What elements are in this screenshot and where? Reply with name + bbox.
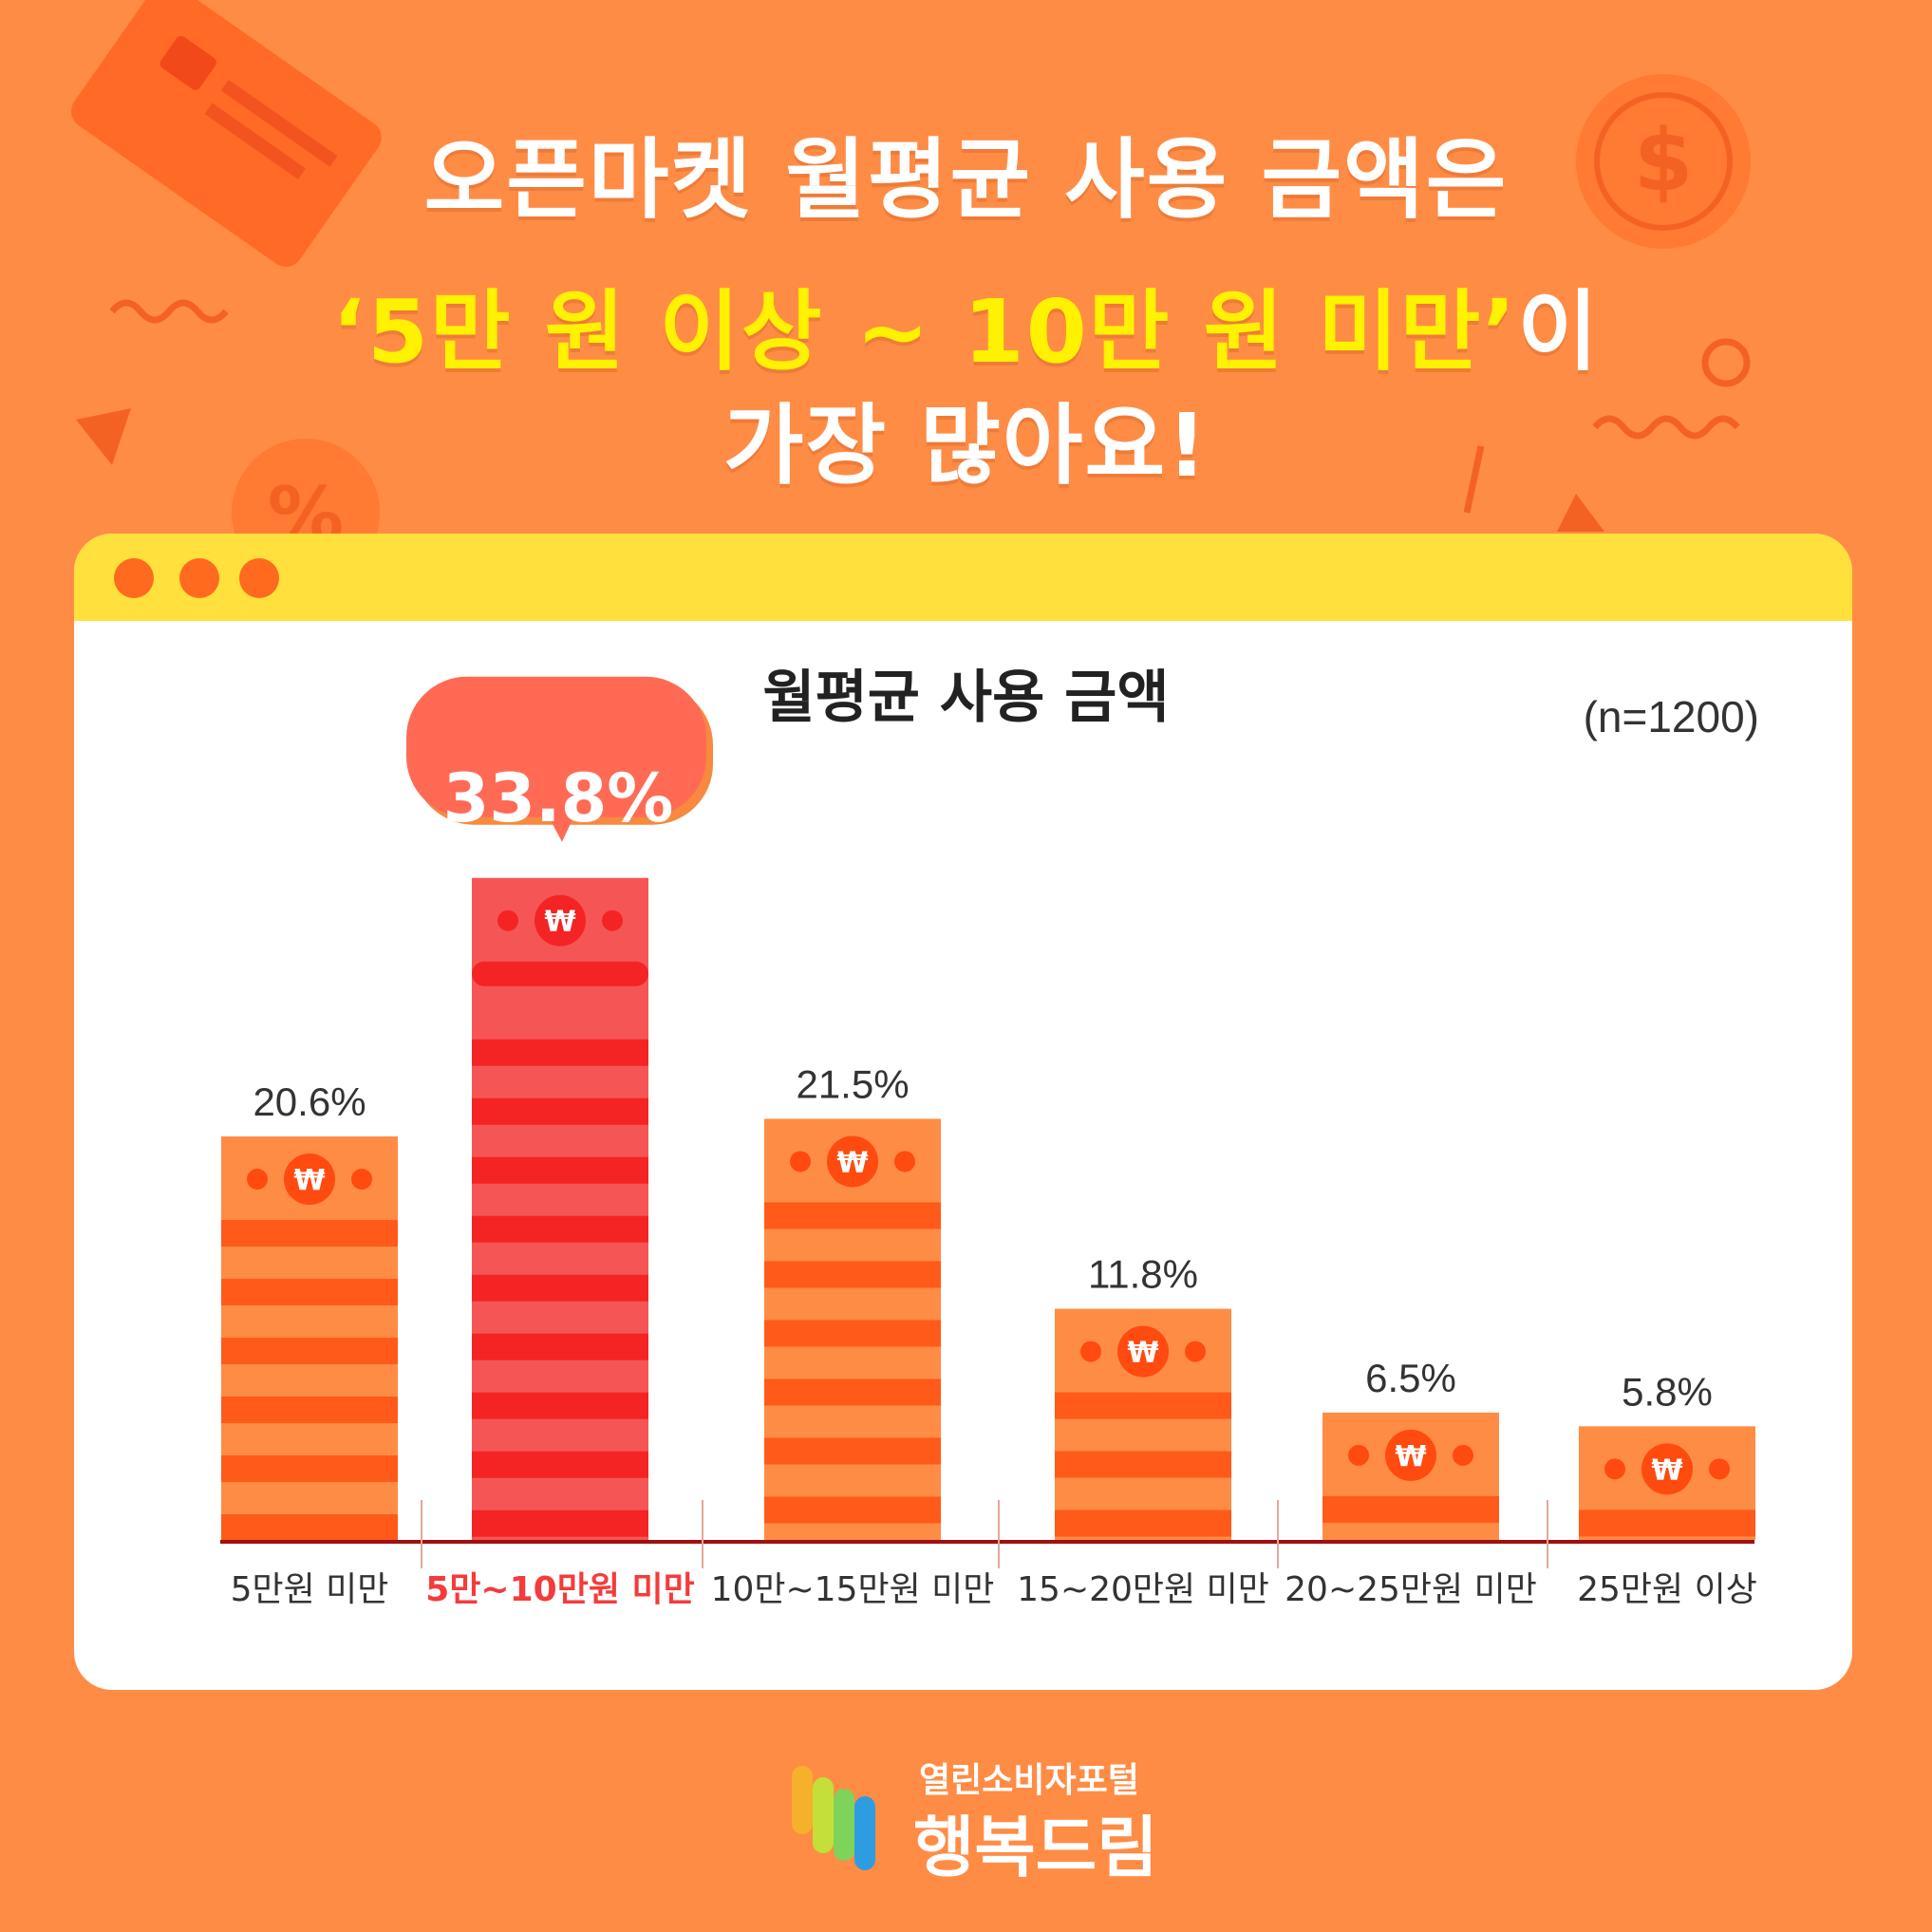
value-label: 21.5% (796, 1061, 909, 1106)
value-bubble (406, 676, 706, 817)
category-label: 10만~15만원 미만 (711, 1570, 995, 1609)
highlight-value-label: 33.8% (442, 760, 674, 837)
bar-stripe (221, 1220, 398, 1247)
bar-stripe (221, 1455, 398, 1483)
bar-stripe (221, 1279, 398, 1306)
headline-line-2: ‘5만 원 이상 ~ 10만 원 미만’이 (0, 261, 1932, 387)
category-label: 15~20만원 미만 (1017, 1570, 1269, 1609)
won-symbol: ₩ (836, 1146, 868, 1179)
value-bubble-pointer (547, 813, 575, 842)
value-label: 20.6% (253, 1079, 366, 1124)
bar-stripe (472, 1274, 648, 1302)
coin-dot-icon (1709, 1458, 1730, 1480)
won-coin-icon (284, 1154, 335, 1206)
won-coin-icon (827, 1135, 878, 1188)
ring-decoration (1701, 338, 1751, 387)
won-symbol: ₩ (544, 906, 575, 939)
won-symbol: ₩ (1395, 1440, 1426, 1473)
x-axis (220, 1540, 1754, 1544)
bar-stripe (472, 1039, 648, 1066)
squiggle-decoration (1592, 415, 1740, 440)
headline-suffix: 이 (1517, 281, 1600, 383)
coin-dot-icon (247, 1169, 268, 1191)
bar-stripe (764, 1261, 941, 1288)
bar-stripe (472, 1097, 648, 1125)
bar-stripe (221, 1397, 398, 1424)
bar-stripe (221, 1514, 398, 1540)
bar-stripe (764, 1379, 941, 1406)
credit-card-icon (71, 0, 382, 267)
bar-stripe (472, 1156, 648, 1184)
window-dot-icon (179, 558, 219, 598)
bar-stripe (764, 1320, 941, 1347)
bar-stripe (1322, 1495, 1499, 1523)
triangle-decoration (1557, 494, 1604, 532)
coin-dot-icon (894, 1151, 915, 1172)
coin-dot-icon (1604, 1458, 1625, 1480)
bar-stripe (472, 1451, 648, 1478)
won-coin-icon (1117, 1325, 1169, 1378)
bar-stripe (1055, 1392, 1231, 1419)
headline-line-3: 가장 많아요! (722, 395, 1210, 497)
coin-dot-icon (1185, 1341, 1206, 1362)
bar-stripe (472, 1392, 648, 1419)
dollar-coin-icon: $ (1576, 74, 1751, 249)
logo-mark-icon (792, 1766, 875, 1870)
window-dot-icon (239, 558, 279, 598)
coin-dot-icon (1080, 1341, 1101, 1362)
won-coin-icon (535, 894, 586, 947)
value-label: 11.8% (1088, 1252, 1198, 1297)
value-label: 5.8% (1622, 1369, 1713, 1414)
logo-title: 행복드림 (913, 1809, 1158, 1886)
window-title-bar (74, 534, 1852, 621)
won-coin-icon (1641, 1443, 1693, 1495)
won-symbol: ₩ (1651, 1454, 1682, 1487)
bar-stripe (472, 1215, 648, 1243)
chart-title: 월평균 사용 금액 (762, 665, 1170, 731)
bar-stripe (764, 1496, 941, 1524)
logo-subtitle: 열린소비자포털 (919, 1761, 1139, 1800)
sample-size-note: (n=1200) (1583, 692, 1759, 741)
headline-line-1: 오픈마켓 월평균 사용 금액은 (423, 129, 1509, 231)
bar-stripe (221, 1338, 398, 1365)
triangle-decoration (76, 408, 131, 465)
dash-decoration (1463, 445, 1485, 514)
category-label: 5만원 미만 (231, 1570, 389, 1609)
coin-dot-icon (351, 1169, 372, 1191)
bar-stripe (1579, 1510, 1755, 1537)
squiggle-decoration (109, 299, 229, 324)
won-symbol: ₩ (1127, 1337, 1158, 1370)
headline-highlight: ‘5만 원 이상 ~ 10만 원 미만’ (332, 281, 1518, 383)
bar-stripe (764, 1437, 941, 1465)
category-label: 25만원 이상 (1577, 1570, 1757, 1609)
won-coin-icon (1385, 1429, 1436, 1481)
coin-dot-icon (1348, 1444, 1369, 1466)
bar-stripe (472, 1510, 648, 1537)
coin-dot-icon (790, 1151, 811, 1172)
won-symbol: ₩ (293, 1164, 325, 1197)
bar-stripe (764, 1202, 941, 1229)
category-label: 5만~10만원 미만 (425, 1570, 694, 1609)
bar (472, 877, 648, 1540)
category-label: 20~25만원 미만 (1285, 1570, 1537, 1609)
svg-text:$: $ (1634, 111, 1694, 211)
coin-dot-icon (602, 910, 623, 931)
value-label: 6.5% (1365, 1356, 1456, 1400)
bar-stripe (472, 1333, 648, 1360)
coin-dot-icon (1453, 1444, 1473, 1466)
bar-stripe (1055, 1510, 1231, 1537)
window-dot-icon (114, 558, 154, 598)
coin-dot-icon (497, 910, 518, 931)
bar-stripe (472, 961, 648, 986)
bar-stripe (1055, 1451, 1231, 1478)
